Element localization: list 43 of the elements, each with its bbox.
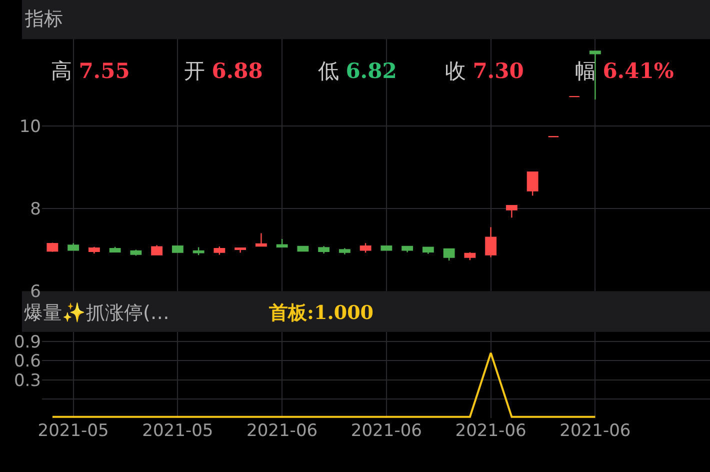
candlestick [338, 248, 350, 255]
candlestick [46, 242, 58, 252]
candlestick [422, 246, 434, 255]
candlestick [234, 248, 246, 254]
annotation: 开 6.88 [184, 58, 263, 83]
annotation: 收 7.30 [445, 58, 524, 83]
candlestick [360, 242, 372, 254]
y-tick-label: 0.3 [14, 370, 41, 391]
y-tick-label: 8 [30, 199, 41, 220]
candlestick [151, 244, 163, 256]
y-tick-label: 0.9 [14, 332, 41, 352]
x-tick-label: 2021-06 [246, 421, 318, 442]
annotation: 低 6.82 [318, 58, 397, 83]
y-tick-label: 0.6 [14, 352, 41, 372]
candlestick [485, 226, 497, 258]
x-tick-label: 2021-06 [350, 421, 422, 442]
candlestick [88, 246, 100, 254]
x-tick-label: 2021-06 [455, 421, 526, 442]
candlestick [380, 245, 392, 251]
candlestick [506, 204, 518, 218]
candlestick [255, 232, 267, 247]
candlestick [68, 242, 80, 251]
candlestick [464, 252, 476, 261]
candlestick [214, 246, 226, 256]
annotation: 高 7.55 [51, 58, 130, 83]
chart-title: 爆量✨抓涨停(… [24, 302, 170, 324]
candlestick [297, 246, 309, 252]
candlestick [402, 246, 414, 253]
candlestick [192, 246, 204, 256]
candlestick [130, 249, 142, 256]
chart-title: 指标 [24, 8, 63, 30]
candlestick [172, 245, 184, 253]
candlestick [109, 246, 121, 252]
candlestick [443, 248, 455, 262]
x-tick-label: 2021-06 [560, 421, 631, 442]
text: 首板:1.000 [268, 302, 374, 324]
x-tick-label: 2021-05 [142, 421, 214, 442]
x-tick-label: 2021-05 [38, 421, 109, 442]
candlestick [318, 245, 330, 254]
y-tick-label: 6 [30, 282, 41, 302]
y-tick-label: 10 [19, 116, 41, 137]
candlestick [526, 172, 538, 196]
candlestick [276, 238, 288, 248]
